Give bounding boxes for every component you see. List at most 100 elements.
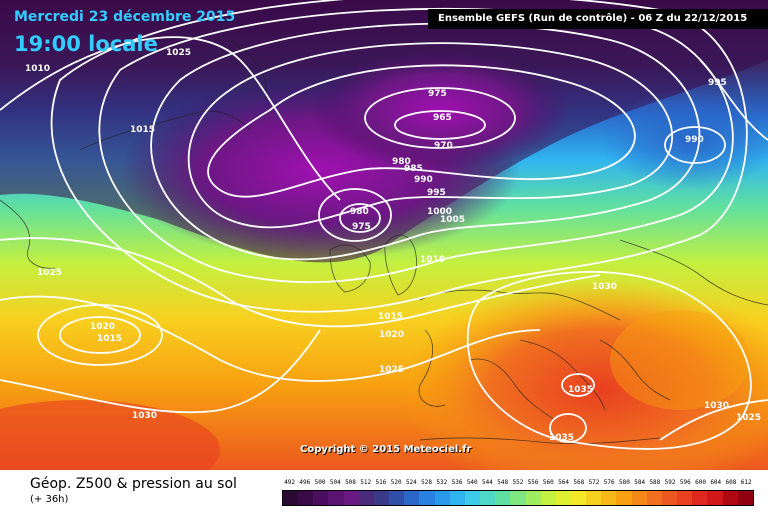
copyright-notice: Copyright © 2015 Meteociel.fr	[300, 444, 472, 455]
scale-label: 492	[284, 479, 296, 486]
isobar-label: 1025	[37, 268, 62, 278]
scale-swatch	[313, 491, 329, 505]
scale-swatch	[737, 491, 753, 505]
scale-swatch	[631, 491, 647, 505]
isobar-label: 985	[404, 164, 423, 174]
scale-swatch	[373, 491, 390, 505]
isobar-label: 990	[685, 135, 704, 145]
isobar-label: 1020	[379, 330, 404, 340]
scale-label: 548	[497, 479, 509, 486]
isobar-label: 1010	[25, 64, 50, 74]
isobar-label: 1030	[704, 401, 729, 411]
scale-label: 524	[405, 479, 417, 486]
scale-swatch	[586, 491, 602, 505]
scale-label: 612	[740, 479, 752, 486]
isobar-label: 970	[434, 141, 453, 151]
scale-swatch	[283, 491, 299, 505]
scale-label: 504	[329, 479, 341, 486]
scale-label: 544	[482, 479, 493, 486]
isobar-label: 1025	[166, 48, 191, 58]
isobar-label: 1015	[378, 312, 403, 322]
scale-swatch	[419, 491, 435, 505]
isobar-label: 990	[414, 175, 433, 185]
scale-swatch	[692, 491, 708, 505]
warm-southwest	[0, 400, 220, 470]
scale-label: 608	[725, 479, 737, 486]
scale-swatch	[404, 491, 420, 505]
scale-swatch	[722, 491, 738, 505]
scale-label: 560	[542, 479, 554, 486]
forecast-date: Mercredi 23 décembre 2015	[14, 9, 236, 25]
scale-label: 500	[314, 479, 326, 486]
scale-label: 584	[634, 479, 646, 486]
scale-label: 588	[649, 479, 661, 486]
scale-label: 532	[436, 479, 448, 486]
scale-label: 600	[695, 479, 706, 486]
scale-label: 576	[603, 479, 615, 486]
scale-label: 508	[345, 479, 356, 486]
isobar-label: 1020	[90, 322, 115, 332]
color-scale-labels: 492 496 500 504 508 512 516 520 524 528 532 536 540 5…	[282, 479, 754, 489]
scale-swatch	[707, 491, 723, 505]
scale-label: 556	[527, 479, 539, 486]
scale-label: 596	[679, 479, 691, 486]
scale-swatch	[298, 491, 314, 505]
isobar-label: 975	[428, 89, 447, 99]
color-scale-bar	[282, 490, 754, 506]
isobar-label: 980	[392, 157, 411, 167]
scale-swatch	[434, 491, 450, 505]
scale-swatch	[328, 491, 344, 505]
isobar-label: 1030	[592, 282, 617, 292]
isobar-label: 1035	[549, 433, 574, 443]
scale-label: 496	[299, 479, 311, 486]
isobar-label: 995	[427, 188, 446, 198]
scale-swatch	[358, 491, 374, 505]
scale-swatch	[555, 491, 571, 505]
scale-swatch	[646, 491, 662, 505]
scale-label: 516	[375, 479, 387, 486]
product-title: Géop. Z500 & pression au sol	[30, 476, 237, 492]
isobar-label: 975	[352, 222, 371, 232]
isobar-label: 1015	[130, 125, 155, 135]
scale-label: 564	[558, 479, 569, 486]
scale-label: 520	[390, 479, 402, 486]
isobar-label: 1030	[132, 411, 157, 421]
scale-label: 536	[451, 479, 463, 486]
lead-time: (+ 36h)	[30, 494, 69, 505]
scale-label: 580	[619, 479, 630, 486]
model-run-banner: Ensemble GEFS (Run de contrôle) - 06 Z d…	[428, 9, 768, 29]
isobar-label: 980	[350, 207, 369, 217]
geopotential-map: 1010102510159759659709809859909951000100…	[0, 0, 768, 470]
forecast-time: 19:00 locale	[14, 32, 158, 56]
scale-label: 604	[710, 479, 722, 486]
scale-label: 540	[466, 479, 478, 486]
scale-swatch	[343, 491, 359, 505]
scale-swatch	[480, 491, 496, 505]
isobar-label: 1025	[736, 413, 761, 423]
isobar-label: 1005	[440, 215, 465, 225]
scale-swatch	[601, 491, 617, 505]
warm-ridge-east	[610, 310, 750, 410]
isobar-label: 965	[433, 113, 452, 123]
scale-label: 592	[664, 479, 676, 486]
isobar-label: 995	[708, 78, 727, 88]
scale-label: 512	[360, 479, 372, 486]
scale-label: 572	[588, 479, 600, 486]
east-trough	[600, 90, 768, 190]
scale-label: 528	[421, 479, 432, 486]
scale-swatch	[570, 491, 587, 505]
scale-label: 552	[512, 479, 524, 486]
isobar-label: 1025	[379, 365, 404, 375]
isobar-labels: 1010102510159759659709809859909951000100…	[25, 48, 761, 443]
scale-swatch	[677, 491, 693, 505]
scale-swatch	[510, 491, 526, 505]
scale-swatch	[449, 491, 465, 505]
scale-swatch	[389, 491, 405, 505]
isobar-label: 1015	[97, 334, 122, 344]
isobar-label: 1010	[420, 255, 445, 265]
scale-swatch	[495, 491, 511, 505]
scale-swatch	[661, 491, 678, 505]
scale-label: 568	[573, 479, 585, 486]
scale-swatch	[616, 491, 632, 505]
